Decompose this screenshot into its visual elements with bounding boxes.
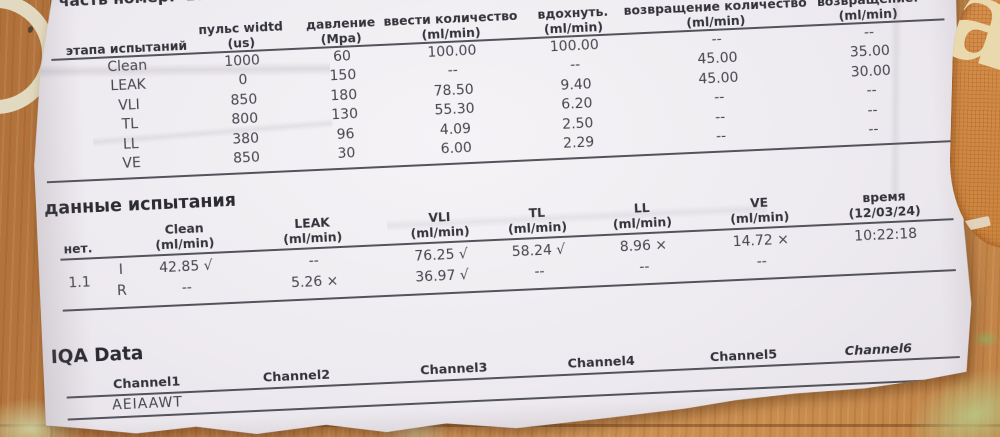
table-cell: 6.00 (440, 139, 473, 158)
table-cell: -- (756, 253, 768, 271)
table-cell: 850 (232, 149, 261, 167)
cell-time: 10:22:18 (853, 225, 918, 245)
table-cell: 8.96 × (619, 237, 668, 256)
table-cell: 96 (336, 126, 355, 144)
cell-row-label: I (118, 261, 124, 279)
table-cell: 30 (337, 145, 356, 163)
header-line: (ml/min) (612, 213, 673, 232)
table-cell: 1000 (223, 52, 261, 71)
header-line: (us) (227, 34, 256, 51)
table-cell (49, 263, 110, 282)
table-cell: 35.00 (849, 42, 891, 61)
column-header-time: время (12/03/24) (816, 185, 952, 222)
header-line: (ml/min) (155, 234, 215, 252)
table-cell: 4.09 (439, 120, 472, 139)
header-line: Channel6 (844, 340, 913, 359)
table-cell: 150 (329, 67, 357, 85)
table-cell: 100.00 (427, 42, 477, 61)
table-cell: 60 (332, 48, 352, 66)
header-line: нет. (63, 239, 93, 257)
table-cell: 9.40 (560, 76, 592, 94)
column-header-sub (107, 222, 132, 254)
test-report-paper: часть номер: 295050-176#/1409A131 этапа … (26, 0, 977, 437)
table-cell: 130 (330, 106, 359, 124)
column-header-ve: VE (ml/min) (701, 191, 817, 227)
table-cell: 55.30 (434, 100, 475, 119)
column-header-pulse: пульс widtd (us) (192, 2, 289, 52)
table-cell: 42.85 √ (158, 257, 213, 277)
table-cell: 2.29 (562, 134, 595, 152)
table-cell: 45.00 (697, 49, 738, 68)
table-cell: -- (181, 279, 193, 297)
cell-stage: VLI (117, 96, 141, 114)
table-cell: -- (534, 263, 545, 281)
table-cell: 36.97 √ (415, 267, 470, 286)
table-cell: -- (638, 259, 650, 276)
header-line: Channel1 (112, 373, 181, 392)
column-header-enter-qty: ввести количество (ml/min) (392, 0, 509, 43)
header-line: Channel2 (262, 367, 331, 386)
test-data-title: данные испытания (43, 190, 237, 220)
header-line: (ml/min) (507, 218, 568, 236)
cell-stage: VE (122, 154, 142, 172)
cell-row-label: R (116, 282, 128, 300)
table-cell: 78.50 (433, 81, 475, 100)
header-line: (ml/min) (282, 228, 343, 247)
header-line: Channel3 (419, 359, 488, 379)
header-line: (ml/min) (410, 222, 470, 241)
column-header-clean: Clean (ml/min) (131, 218, 238, 254)
table-cell: 180 (330, 87, 358, 105)
table-cell (50, 284, 111, 303)
column-header-vli: VLI (ml/min) (387, 206, 493, 242)
column-header-leak: LEAK (ml/min) (237, 211, 388, 249)
table-cell: 58.24 √ (511, 241, 566, 261)
header-line: (ml/min) (729, 208, 790, 226)
table-cell: -- (569, 56, 581, 74)
table-cell: 850 (230, 91, 258, 109)
table-cell: -- (713, 89, 725, 106)
cell-stage: LL (122, 136, 139, 153)
table-cell: 14.72 × (732, 231, 790, 251)
column-header-stage: этапа испытаний (57, 6, 194, 58)
table-cell: -- (867, 121, 879, 138)
header-line: LL (633, 199, 650, 216)
header-line: Channel4 (567, 353, 636, 372)
table-cell (814, 360, 945, 384)
box-letter-a: a (947, 0, 1000, 101)
table-cell: -- (308, 253, 320, 270)
column-header-tl: TL (ml/min) (491, 202, 582, 237)
table-cell: 2.50 (561, 115, 594, 133)
table-cell: 0 (238, 72, 248, 89)
cell-stage: LEAK (110, 76, 147, 95)
leaf-speck-right (972, 330, 1000, 348)
column-header-ll: LL (ml/min) (581, 197, 702, 233)
table-cell: 6.20 (560, 95, 593, 113)
table-cell: -- (866, 82, 878, 99)
header-line: TL (528, 204, 546, 221)
table-cell: -- (715, 128, 727, 145)
header-line: Channel5 (709, 346, 778, 365)
header-line: (12/03/24) (848, 202, 921, 221)
table-cell: -- (447, 62, 459, 79)
iqa-data-title: IQA Data (50, 343, 144, 369)
column-header-no: нет. (47, 224, 108, 258)
table-cell: 5.26 × (290, 273, 339, 292)
header-line: VE (749, 194, 769, 211)
table-cell: 800 (231, 110, 259, 128)
paper-sheet: часть номер: 295050-176#/1409A131 этапа … (26, 0, 977, 437)
cell-stage: TL (121, 116, 139, 133)
column-header-pressure: давление (Mpa) (287, 0, 394, 48)
table-cell: 76.25 √ (414, 246, 469, 265)
cell-time (819, 245, 955, 267)
table-cell: 380 (231, 130, 260, 148)
